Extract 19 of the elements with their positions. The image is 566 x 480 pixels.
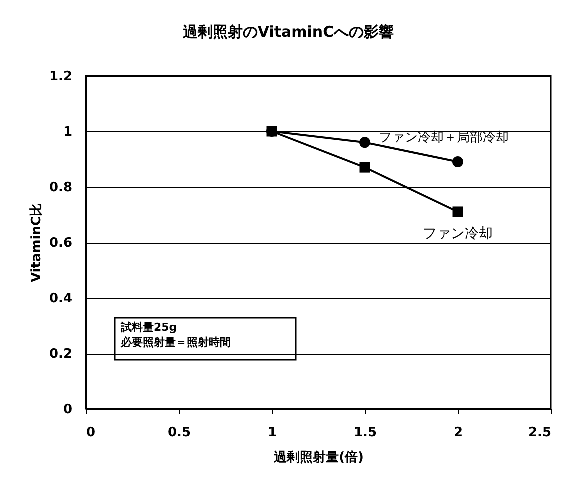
series-label: ファン冷却 <box>423 226 493 242</box>
annotation: 必要照射量＝照射時間 <box>120 336 231 349</box>
x-tick-label: 1.5 <box>354 426 378 440</box>
y-tick-label: 1 <box>63 125 72 140</box>
y-tick-label: 0.2 <box>49 347 72 362</box>
y-tick-label: 1.2 <box>49 70 72 84</box>
x-axis-title: 過剰照射量(倍) <box>273 450 364 466</box>
x-tick-label: 2.5 <box>528 426 552 440</box>
y-tick-label: 0.6 <box>49 236 72 251</box>
y-tick-label: 0 <box>63 402 72 418</box>
y-axis-title: VitaminC比 <box>29 203 44 283</box>
x-tick-label: 0.5 <box>168 426 192 440</box>
y-tick-label: 0.4 <box>49 292 72 306</box>
x-tick-label: 2 <box>454 426 464 440</box>
chart-title: 過剰照射のVitaminCへの影響 <box>182 23 394 41</box>
x-tick-label: 0 <box>86 426 96 440</box>
y-tick-label: 0.8 <box>49 180 72 196</box>
x-tick-label: 1 <box>268 426 278 440</box>
annotation: 試料量25g <box>120 321 178 334</box>
